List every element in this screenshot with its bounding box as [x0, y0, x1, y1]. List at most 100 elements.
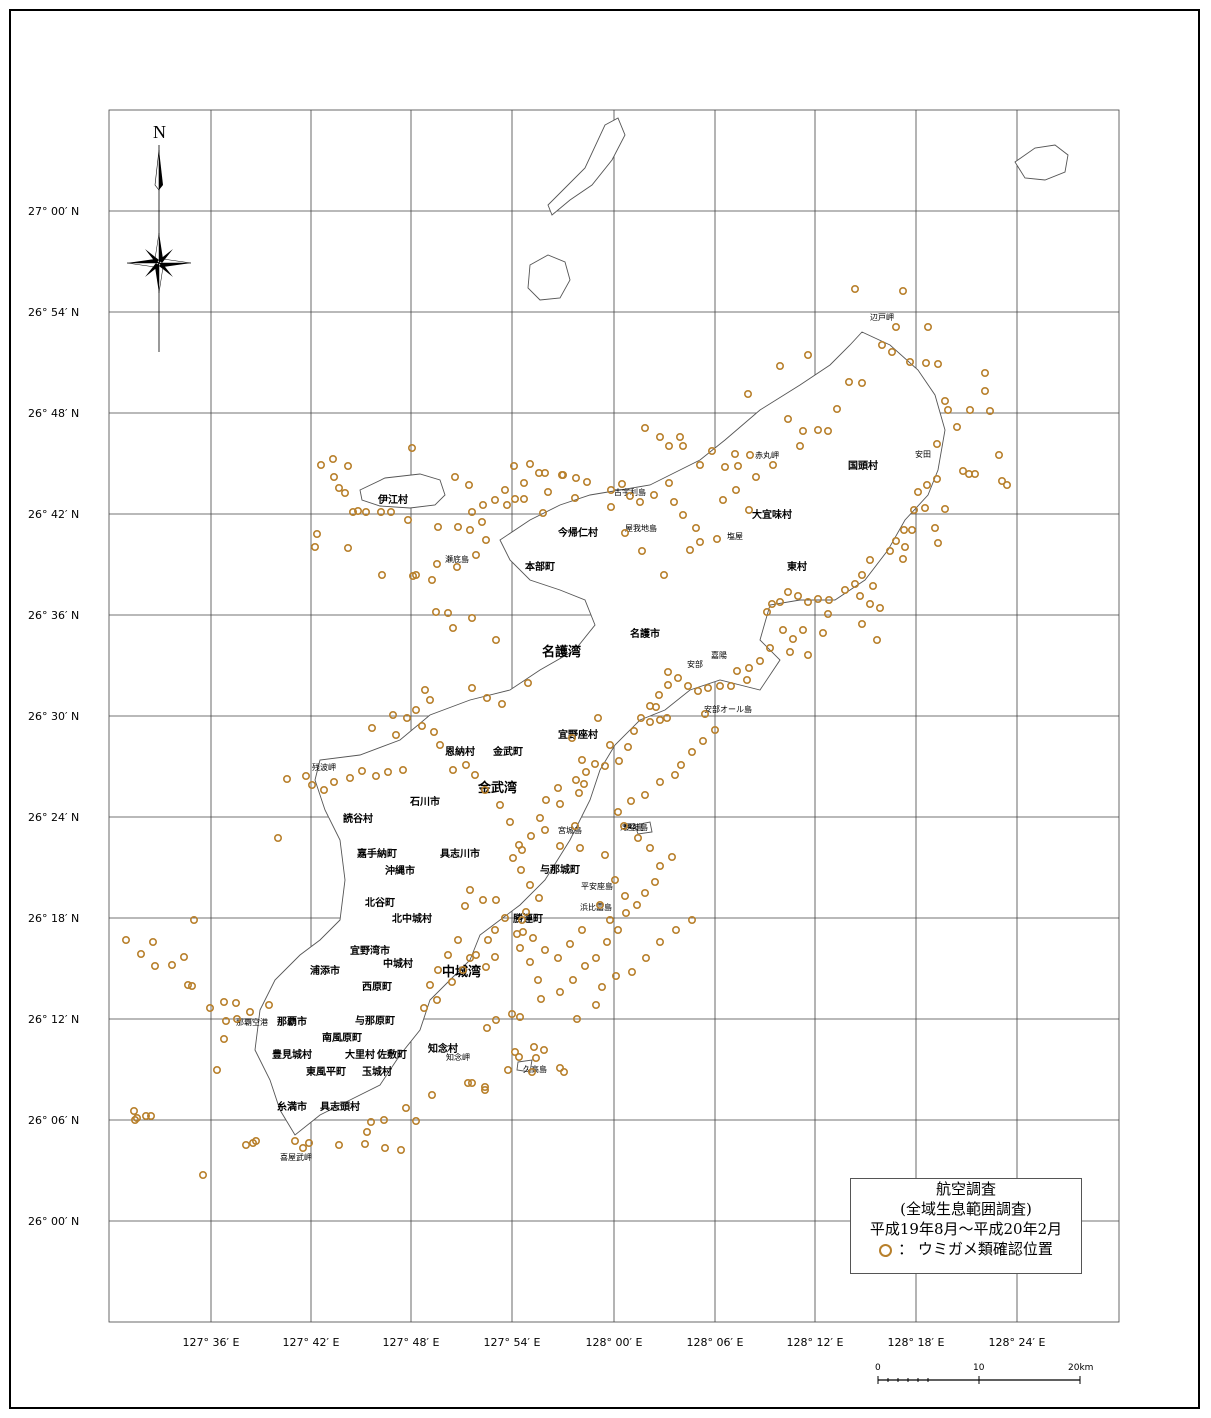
- sighting-marker: [490, 495, 499, 504]
- sighting-marker: [683, 681, 692, 690]
- sighting-marker: [357, 766, 366, 775]
- lat-label: 26° 06′ N: [28, 1114, 79, 1127]
- sighting-marker: [411, 1117, 420, 1126]
- sighting-marker: [571, 473, 580, 482]
- sighting-marker: [463, 1079, 472, 1088]
- sighting-marker: [857, 619, 866, 628]
- sighting-marker: [427, 575, 436, 584]
- sighting-marker: [312, 529, 321, 538]
- sighting-marker: [184, 980, 193, 989]
- sighting-marker: [640, 423, 649, 432]
- sighting-marker: [371, 771, 380, 780]
- legend-title: 航空調査: [935, 1180, 996, 1198]
- sighting-marker: [465, 885, 474, 894]
- sighting-marker: [636, 713, 645, 722]
- lat-label: 26° 48′ N: [28, 407, 79, 420]
- sighting-marker: [980, 368, 989, 377]
- place-label: 与那原町: [355, 1014, 395, 1027]
- sighting-marker: [242, 1141, 251, 1150]
- sighting-marker: [558, 470, 567, 479]
- sighting-marker: [521, 907, 530, 916]
- sighting-marker: [940, 396, 949, 405]
- sighting-marker: [645, 843, 654, 852]
- sighting-marker: [798, 426, 807, 435]
- sighting-marker: [491, 1015, 500, 1024]
- sighting-marker: [366, 1118, 375, 1127]
- small-label: 辺戸岬: [870, 313, 894, 322]
- place-label: 与那城町: [540, 863, 580, 876]
- sighting-marker: [595, 900, 604, 909]
- place-label: 東風平町: [306, 1065, 346, 1078]
- sighting-marker: [952, 422, 961, 431]
- sighting-marker: [519, 494, 528, 503]
- sighting-marker: [813, 425, 822, 434]
- lat-label: 26° 30′ N: [28, 710, 79, 723]
- place-label: 知念村: [427, 1042, 458, 1055]
- sighting-marker: [361, 507, 370, 516]
- sighting-marker: [824, 595, 833, 604]
- sighting-marker: [304, 1139, 313, 1148]
- sighting-marker: [386, 507, 395, 516]
- sighting-marker: [985, 406, 994, 415]
- sighting-marker: [515, 1012, 524, 1021]
- scale-label-20: 20km: [1068, 1363, 1093, 1373]
- sighting-marker: [491, 635, 500, 644]
- sighting-marker: [733, 461, 742, 470]
- sighting-marker: [685, 545, 694, 554]
- sighting-marker: [597, 982, 606, 991]
- sighting-marker: [663, 667, 672, 676]
- sighting-marker: [965, 405, 974, 414]
- place-label: 宜野座村: [558, 728, 598, 741]
- sighting-marker: [813, 594, 822, 603]
- sighting-marker: [577, 755, 586, 764]
- place-label: 具志頭村: [319, 1100, 360, 1113]
- sighting-marker: [509, 461, 518, 470]
- sighting-marker: [909, 505, 918, 514]
- sighting-marker: [328, 454, 337, 463]
- place-label: 金武町: [492, 745, 523, 758]
- sighting-marker: [572, 1014, 581, 1023]
- sighting-marker: [452, 562, 461, 571]
- sighting-marker: [450, 472, 459, 481]
- sighting-marker: [645, 717, 654, 726]
- sighting-marker: [765, 643, 774, 652]
- sighting-marker: [803, 597, 812, 606]
- sighting-marker: [483, 935, 492, 944]
- sighting-marker: [570, 493, 579, 502]
- sighting-marker: [943, 405, 952, 414]
- sighting-marker: [872, 635, 881, 644]
- sighting-marker: [600, 761, 609, 770]
- sighting-marker: [958, 466, 967, 475]
- sighting-marker: [529, 1043, 538, 1052]
- place-label: 読谷村: [343, 812, 373, 825]
- scale-bar: 0 10 20km: [875, 1363, 1093, 1384]
- sighting-marker: [793, 591, 802, 600]
- sighting-marker: [467, 507, 476, 516]
- legend: 航空調査 (全域生息範囲調査) 平成19年8月～平成20年2月 ： ウミガメ類確…: [850, 1178, 1082, 1274]
- sighting-marker: [623, 742, 632, 751]
- sighting-marker: [407, 443, 416, 452]
- sighting-marker: [868, 581, 877, 590]
- sighting-marker: [885, 546, 894, 555]
- sighting-marker: [591, 1000, 600, 1009]
- bay-label: 中城湾: [442, 964, 481, 980]
- island-outline: [359, 473, 446, 509]
- sighting-marker: [875, 603, 884, 612]
- lat-label: 26° 24′ N: [28, 811, 79, 824]
- sighting-marker: [500, 485, 509, 494]
- sighting-marker: [298, 1144, 307, 1153]
- place-label: 北中城村: [392, 912, 432, 925]
- sighting-marker: [525, 880, 534, 889]
- sighting-marker: [877, 340, 886, 349]
- island-outline: [254, 331, 946, 1136]
- sighting-marker: [535, 813, 544, 822]
- lat-label: 26° 42′ N: [28, 508, 79, 521]
- sighting-marker: [448, 623, 457, 632]
- sighting-marker: [168, 960, 177, 969]
- sighting-marker: [613, 925, 622, 934]
- sighting-marker: [823, 426, 832, 435]
- sighting-marker: [803, 350, 812, 359]
- small-label: 安部: [687, 659, 703, 669]
- sighting-marker: [703, 683, 712, 692]
